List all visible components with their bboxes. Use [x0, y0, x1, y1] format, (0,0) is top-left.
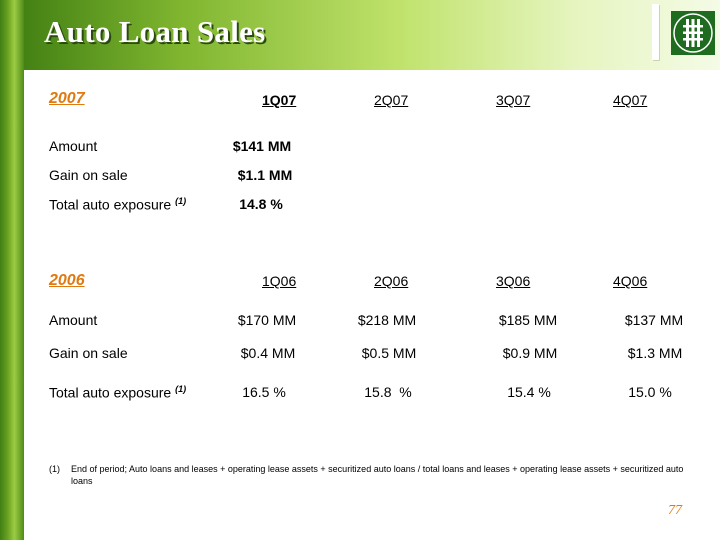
row-label-text: Total auto exposure	[49, 196, 176, 213]
value-cell: $1.1 MM	[237, 167, 293, 183]
value-cell: $141 MM	[232, 138, 292, 154]
quarter-header: 3Q07	[496, 92, 531, 108]
row-label-total-auto-exposure: Total auto exposure (1)	[49, 384, 186, 401]
value-cell: $0.5 MM	[361, 345, 417, 361]
slide-title: Auto Loan Sales	[44, 14, 266, 49]
left-accent-bar	[0, 0, 24, 540]
quarter-header: 1Q07	[262, 92, 297, 108]
year-heading-2007: 2007	[49, 90, 85, 107]
value-cell: $0.4 MM	[240, 345, 296, 361]
row-label-gain-on-sale: Gain on sale	[49, 167, 128, 183]
footnote-ref: (1)	[175, 384, 187, 394]
footnote: (1) End of period; Auto loans and leases…	[49, 463, 689, 487]
row-label-total-auto-exposure: Total auto exposure (1)	[49, 196, 186, 213]
bank-logo-icon	[671, 11, 715, 55]
value-cell: $185 MM	[498, 312, 558, 328]
footnote-number: (1)	[49, 464, 60, 474]
quarter-header: 4Q07	[613, 92, 648, 108]
row-label-gain-on-sale: Gain on sale	[49, 345, 128, 361]
value-cell: $0.9 MM	[502, 345, 558, 361]
value-cell: $218 MM	[357, 312, 417, 328]
title-band	[0, 0, 720, 70]
row-label-text: Total auto exposure	[49, 384, 176, 401]
page-number: 77	[668, 503, 682, 518]
value-cell: 14.8 %	[239, 196, 283, 212]
value-cell: 16.5 %	[242, 384, 286, 400]
footnote-text-content: End of period; Auto loans and leases + o…	[71, 464, 684, 486]
year-heading-2006: 2006	[49, 272, 85, 289]
footnote-text: End of period; Auto loans and leases + o…	[71, 463, 689, 487]
row-label-amount: Amount	[49, 312, 98, 328]
quarter-header: 3Q06	[496, 273, 531, 289]
value-cell: 15.8 %	[364, 384, 412, 400]
quarter-header: 1Q06	[262, 273, 297, 289]
row-label-amount: Amount	[49, 138, 98, 154]
value-cell: 15.4 %	[507, 384, 551, 400]
quarter-header: 2Q07	[374, 92, 409, 108]
footnote-ref: (1)	[175, 196, 187, 206]
quarter-header: 2Q06	[374, 273, 409, 289]
quarter-header: 4Q06	[613, 273, 648, 289]
value-cell: 15.0 %	[628, 384, 672, 400]
value-cell: $137 MM	[624, 312, 684, 328]
value-cell: $1.3 MM	[627, 345, 683, 361]
value-cell: $170 MM	[237, 312, 297, 328]
bracket-decoration	[652, 4, 659, 60]
